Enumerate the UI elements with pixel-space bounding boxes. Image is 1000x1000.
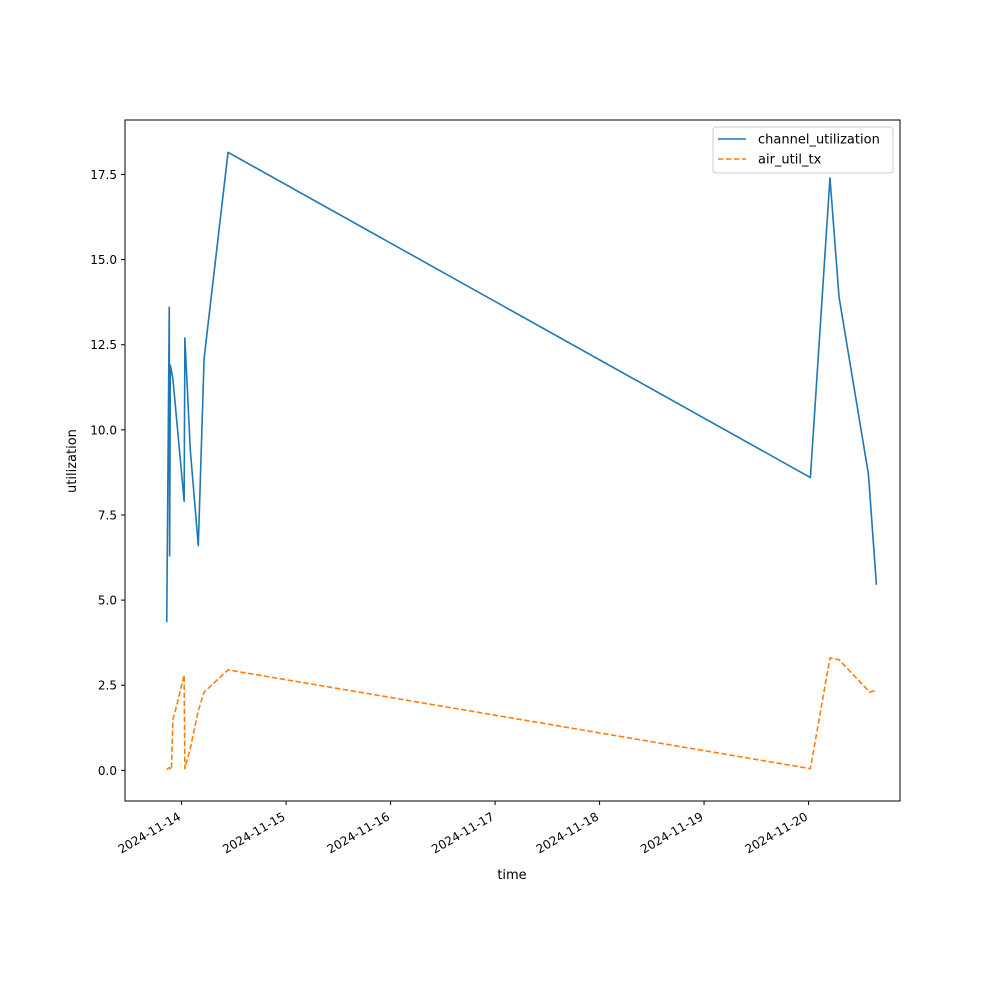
y-tick-label: 17.5 — [90, 168, 117, 182]
y-axis: 0.0 2.5 5.0 7.5 10.0 12.5 15.0 17.5 — [90, 168, 125, 778]
legend-label-air-util-tx: air_util_tx — [758, 153, 822, 168]
series-line-air-util-tx — [166, 657, 877, 771]
y-tick-label: 7.5 — [98, 508, 117, 522]
y-tick-label: 5.0 — [98, 594, 117, 608]
series-lines — [165, 151, 878, 771]
y-tick-label: 12.5 — [90, 338, 117, 352]
series-line-channel-utilization — [165, 151, 878, 623]
x-axis-label: time — [497, 868, 526, 883]
y-tick-label: 15.0 — [90, 253, 117, 267]
y-axis-label: utilization — [65, 429, 80, 493]
plot-frame — [124, 119, 901, 802]
legend: channel_utilization air_util_tx — [712, 126, 894, 174]
legend-label-channel-utilization: channel_utilization — [758, 133, 880, 148]
y-tick-label: 0.0 — [98, 764, 117, 778]
y-tick-label: 2.5 — [98, 679, 117, 693]
legend-box — [712, 126, 894, 174]
y-tick-label: 10.0 — [90, 423, 117, 437]
